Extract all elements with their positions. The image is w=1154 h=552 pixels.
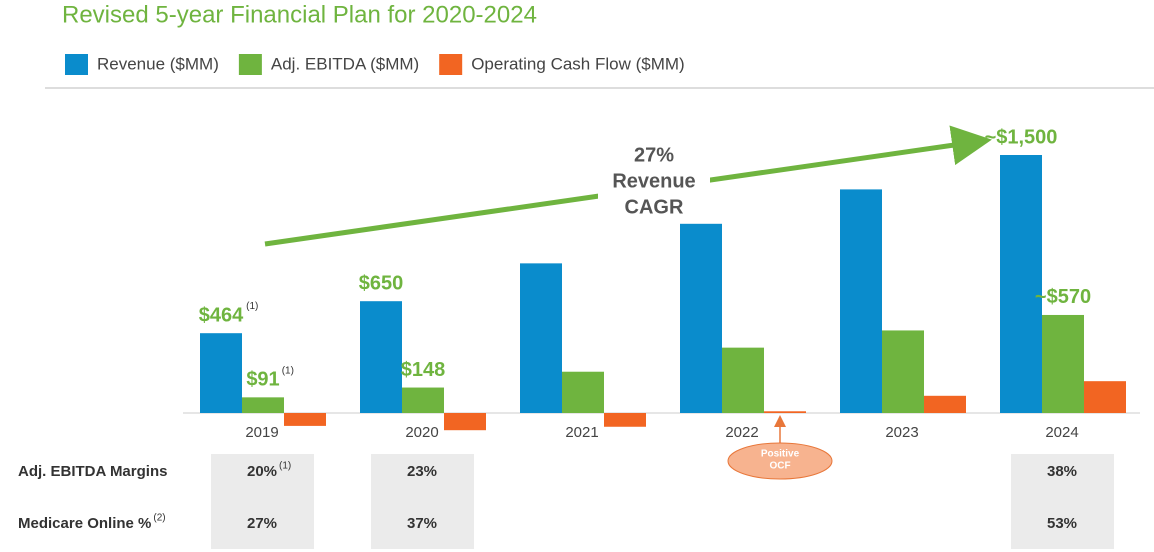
footnote-marker: (1) [282,365,294,376]
data-label: $148 [401,359,446,381]
data-label: $464 [199,304,244,326]
x-tick-label: 2020 [405,424,438,441]
chart-title: Revised 5-year Financial Plan for 2020-2… [62,1,537,28]
x-tick-label: 2019 [245,424,278,441]
table-box [211,454,314,549]
bar [562,371,604,413]
ocf-callout [727,442,833,480]
legend-label: Revenue ($MM) [97,54,219,73]
table-cell: 38% [1047,463,1077,480]
bar [402,387,444,413]
bar [1084,381,1126,413]
footnote-marker: (1) [246,301,258,312]
x-tick-label: 2022 [725,424,758,441]
footnote-marker: (1) [279,461,291,472]
bar [242,397,284,413]
data-label: $91 [246,369,279,391]
ocf-callout-text: Positive [761,449,800,460]
data-label: ~$1,500 [985,126,1058,148]
bar [1042,314,1084,413]
bar [680,223,722,413]
bar [284,413,326,426]
row-label: Adj. EBITDA Margins [18,463,167,480]
bar [924,395,966,413]
bar [882,330,924,413]
table-cell: 20% [247,463,277,480]
legend-swatch [65,54,88,75]
bar [604,413,646,427]
bar [444,413,486,431]
bar [1000,155,1042,413]
legend-swatch [238,54,262,75]
legend-swatch [439,54,463,75]
cagr-backdrop [598,140,710,222]
legend-label: Adj. EBITDA ($MM) [271,54,419,73]
data-label: ~$570 [1035,286,1091,308]
bar [360,301,402,413]
x-tick-label: 2024 [1045,424,1078,441]
table-cell: 53% [1047,515,1077,532]
cagr-text: Revenue [612,170,695,192]
row-label: Medicare Online % [18,515,151,532]
bar [840,189,882,413]
bar [764,411,806,413]
bar [200,333,242,413]
table-cell: 23% [407,463,437,480]
table-box [1011,454,1114,549]
x-tick-label: 2023 [885,424,918,441]
x-tick-label: 2021 [565,424,598,441]
legend-label: Operating Cash Flow ($MM) [471,54,685,73]
table-box [371,454,474,549]
cagr-text: 27% [634,144,674,166]
ocf-callout-text: OCF [769,461,790,472]
bar [722,347,764,413]
table-cell: 27% [247,515,277,532]
data-label: $650 [359,272,404,294]
footnote-marker: (2) [153,513,165,524]
cagr-text: CAGR [625,196,684,218]
table-cell: 37% [407,515,437,532]
bar [520,263,562,413]
